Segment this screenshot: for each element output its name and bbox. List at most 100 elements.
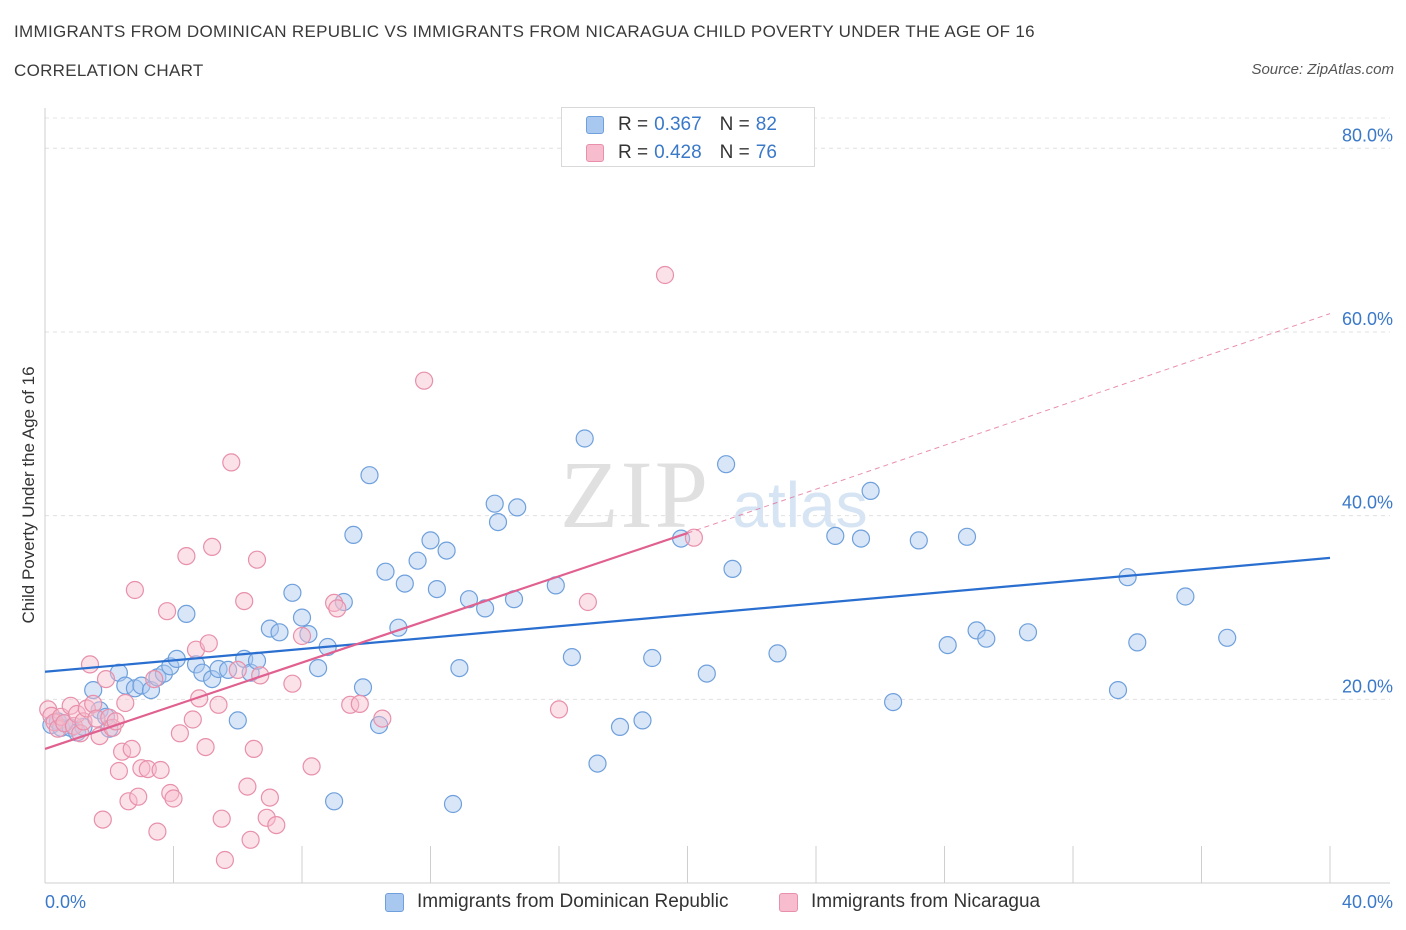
- legend-r-label: R =: [618, 142, 649, 163]
- data-point: [170, 724, 189, 743]
- data-point: [957, 527, 977, 546]
- data-point: [251, 666, 270, 685]
- data-point: [459, 590, 479, 609]
- watermark-atlas: atlas: [732, 469, 867, 541]
- trend-line-nicaragua-extension: [687, 313, 1331, 534]
- data-point: [190, 689, 209, 708]
- data-point: [421, 531, 440, 550]
- data-point: [768, 644, 787, 663]
- series-label-nicaragua: Immigrants from Nicaragua: [811, 891, 1041, 912]
- data-point: [977, 629, 996, 648]
- data-point: [132, 759, 151, 778]
- data-point: [883, 692, 903, 712]
- series-swatch-dominican: [385, 892, 404, 912]
- chart-title: IMMIGRANTS FROM DOMINICAN REPUBLIC VS IM…: [14, 22, 1035, 41]
- series-legend-nicaragua: Immigrants from Nicaragua: [779, 889, 1040, 915]
- legend-r-value: 0.367: [654, 114, 702, 135]
- y-tick-label: 80.0%: [1342, 125, 1393, 145]
- data-point: [145, 669, 164, 689]
- data-point: [84, 680, 103, 700]
- data-point: [209, 659, 228, 679]
- data-point: [154, 664, 173, 683]
- data-point: [938, 635, 957, 655]
- data-point: [219, 660, 238, 680]
- data-point: [67, 704, 87, 724]
- data-point: [443, 794, 463, 814]
- data-point: [183, 710, 202, 729]
- data-point: [826, 526, 845, 546]
- data-point: [415, 371, 434, 390]
- legend-swatch-nicaragua: [586, 144, 604, 162]
- data-point: [138, 759, 157, 779]
- trend-line-dominican: [44, 556, 1331, 673]
- data-point: [476, 599, 495, 618]
- data-point: [238, 777, 257, 796]
- data-point: [283, 674, 302, 693]
- data-point: [222, 453, 241, 472]
- data-point: [267, 815, 286, 835]
- data-point: [119, 792, 138, 811]
- chart-subtitle: CORRELATION CHART: [14, 61, 204, 80]
- data-point: [360, 466, 379, 485]
- data-point: [376, 562, 395, 581]
- data-point: [1108, 680, 1128, 700]
- source-label: Source: ZipAtlas.com: [1251, 61, 1394, 78]
- data-point: [228, 711, 247, 730]
- data-point: [129, 787, 148, 806]
- data-point: [1018, 623, 1038, 642]
- data-point: [260, 619, 279, 638]
- legend-r-value: 0.428: [654, 142, 702, 163]
- data-point: [633, 711, 652, 730]
- data-point: [87, 709, 106, 728]
- data-point: [125, 580, 144, 600]
- data-point: [299, 624, 318, 644]
- data-point: [148, 822, 167, 841]
- data-point: [325, 792, 344, 811]
- legend-swatch-dominican: [586, 116, 604, 134]
- data-point: [122, 739, 141, 759]
- data-point: [241, 830, 260, 849]
- data-point: [164, 789, 183, 808]
- data-point: [109, 761, 129, 781]
- x-tick-label: 0.0%: [45, 892, 86, 912]
- series-points-nicaragua: [39, 265, 704, 870]
- data-point: [353, 678, 373, 697]
- data-point: [697, 664, 716, 683]
- data-point: [851, 529, 871, 548]
- data-point: [437, 541, 456, 560]
- data-point: [350, 694, 369, 714]
- legend-r-label: R =: [618, 114, 649, 135]
- data-point: [260, 788, 279, 807]
- data-point: [610, 717, 630, 737]
- data-point: [427, 579, 446, 599]
- data-point: [575, 429, 594, 448]
- data-point: [684, 528, 704, 547]
- data-points: [39, 265, 1237, 870]
- data-point: [1218, 628, 1237, 647]
- data-point: [861, 481, 880, 500]
- data-point: [158, 602, 177, 621]
- data-point: [302, 757, 321, 776]
- x-tick-label: 40.0%: [1342, 892, 1393, 912]
- data-point: [292, 626, 312, 646]
- data-point: [228, 660, 247, 680]
- data-point: [177, 546, 196, 566]
- data-point: [578, 592, 598, 612]
- data-point: [212, 809, 231, 828]
- data-point: [93, 810, 112, 829]
- data-point: [215, 850, 234, 870]
- data-point: [588, 754, 607, 773]
- y-tick-label: 20.0%: [1342, 676, 1393, 696]
- data-point: [283, 583, 302, 602]
- data-point: [562, 647, 582, 667]
- data-point: [341, 695, 360, 714]
- data-point: [257, 808, 276, 827]
- data-point: [196, 737, 215, 757]
- data-point: [96, 669, 116, 689]
- data-point: [80, 655, 100, 674]
- y-axis-label: Child Poverty Under the Age of 16: [19, 366, 38, 623]
- y-tick-label: 40.0%: [1342, 493, 1393, 513]
- legend-n-label: N =: [719, 114, 750, 135]
- data-point: [909, 531, 928, 550]
